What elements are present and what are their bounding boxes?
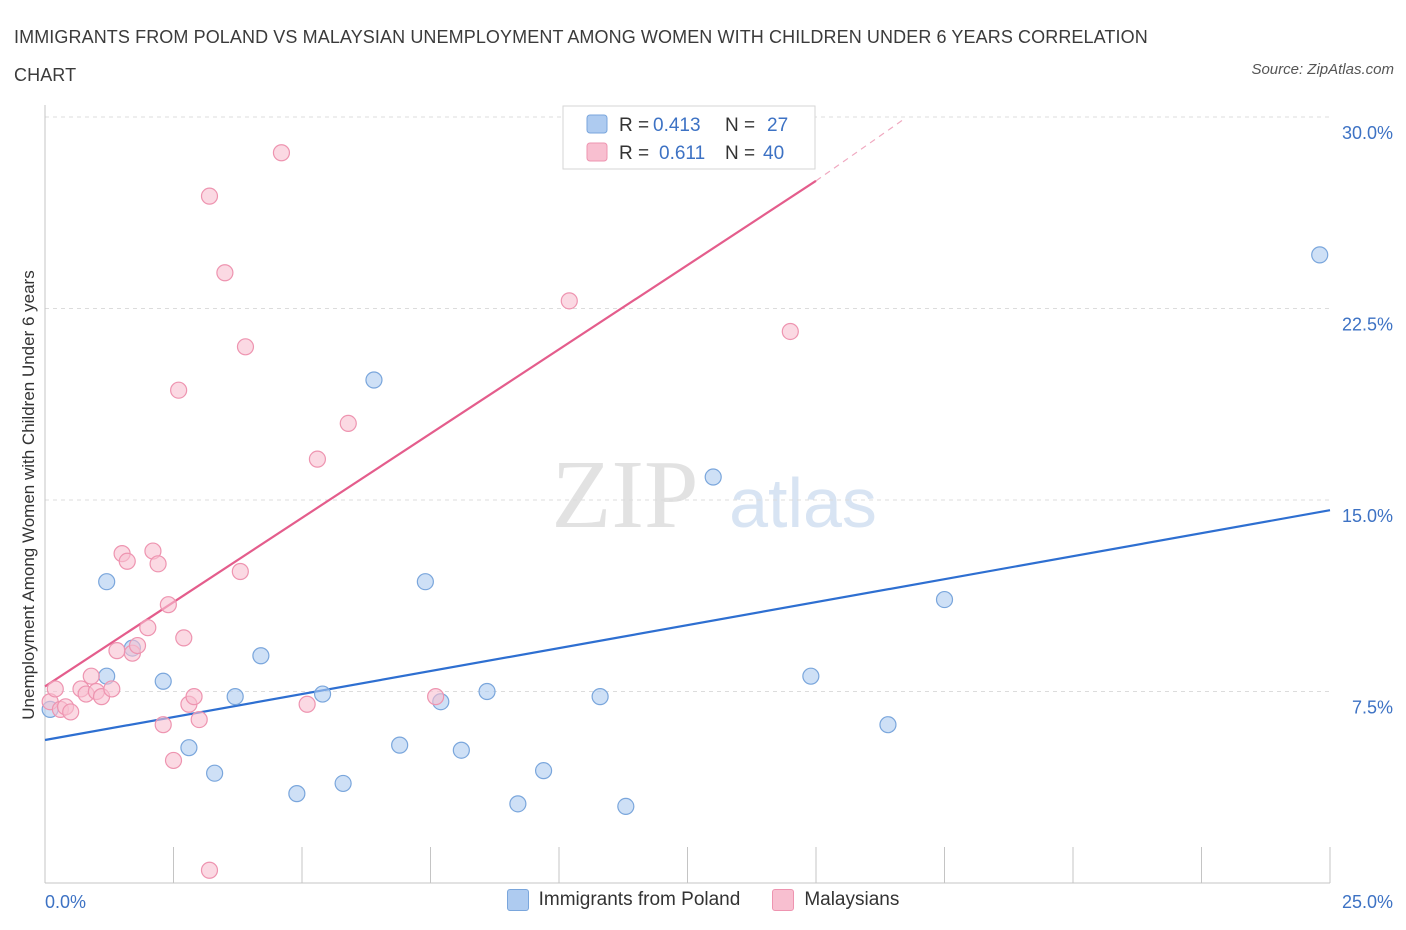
legend-n-label: N =: [725, 143, 755, 164]
point-malaysians: [103, 680, 121, 698]
data-points: [41, 116, 1329, 879]
legend-n-label: N =: [725, 115, 755, 136]
trend-line-malaysians: [44, 179, 817, 688]
point-malaysians: [200, 861, 219, 879]
point-poland: [935, 590, 954, 609]
watermark-atlas: atlas: [729, 464, 877, 542]
point-poland: [617, 797, 635, 816]
point-malaysians: [62, 703, 80, 721]
point-malaysians: [308, 450, 327, 468]
point-poland: [334, 774, 352, 793]
point-poland: [226, 688, 244, 706]
point-poland: [509, 795, 527, 813]
x-tick-labels: 0.0% 25.0%: [45, 892, 1393, 912]
point-malaysians: [170, 381, 188, 399]
point-malaysians: [46, 680, 64, 698]
legend-r-value: 0.413: [653, 115, 701, 136]
legend-r-label: R =: [619, 115, 649, 136]
point-malaysians: [159, 596, 177, 614]
point-poland: [313, 685, 332, 703]
legend-swatch-pink: [586, 142, 608, 162]
legend-label: Immigrants from Poland: [538, 889, 741, 910]
axes: [44, 105, 1331, 884]
point-malaysians: [149, 555, 167, 573]
point-poland: [452, 741, 470, 759]
legend-box: R = 0.413 N = 27 R = 0.611 N = 40: [562, 105, 816, 170]
point-poland: [206, 764, 224, 782]
point-malaysians: [298, 695, 316, 713]
point-malaysians: [118, 552, 136, 570]
point-malaysians: [236, 338, 255, 356]
point-malaysians: [231, 562, 249, 581]
point-poland: [154, 672, 172, 690]
point-malaysians: [427, 688, 445, 706]
legend-label: Malaysians: [804, 889, 900, 910]
x-tick-label: 0.0%: [45, 892, 86, 912]
y-tick-label: 30.0%: [1342, 123, 1393, 143]
point-poland: [1311, 246, 1329, 264]
point-poland: [802, 667, 820, 685]
legend-item-malaysians: Malaysians: [772, 889, 899, 911]
point-malaysians: [560, 292, 578, 310]
point-malaysians: [175, 629, 193, 647]
point-malaysians: [781, 322, 799, 341]
x-tick-label: 25.0%: [1342, 892, 1393, 912]
point-poland: [416, 573, 434, 591]
legend-swatch: [506, 889, 529, 911]
point-poland: [591, 688, 609, 706]
legend-swatch-blue: [586, 114, 608, 134]
point-poland: [879, 716, 897, 734]
point-malaysians: [185, 688, 203, 706]
point-malaysians: [190, 710, 208, 729]
point-poland: [180, 739, 198, 757]
point-poland: [391, 736, 409, 754]
point-malaysians: [339, 414, 357, 432]
legend-n-value: 27: [767, 115, 788, 136]
y-tick-label: 15.0%: [1342, 506, 1393, 526]
chart-title: IMMIGRANTS FROM POLAND VS MALAYSIAN UNEM…: [14, 27, 1148, 85]
source-credit: Source: ZipAtlas.com: [1251, 61, 1394, 78]
point-poland: [704, 468, 722, 486]
legend-swatch: [772, 889, 795, 911]
y-tick-labels: 7.5% 15.0% 22.5% 30.0%: [1342, 123, 1393, 718]
point-malaysians: [154, 716, 172, 734]
series-legend: Immigrants from Poland Malaysians: [0, 889, 1406, 911]
point-poland: [365, 371, 383, 389]
point-malaysians: [139, 619, 157, 637]
legend-n-value: 40: [763, 143, 784, 164]
point-malaysians: [164, 751, 183, 770]
point-poland: [534, 762, 553, 780]
legend-item-poland: Immigrants from Poland: [506, 889, 741, 911]
point-malaysians: [108, 642, 126, 660]
point-poland: [98, 573, 116, 591]
point-poland: [288, 785, 306, 803]
trend-extension-malaysians: [815, 119, 904, 182]
point-malaysians: [272, 144, 291, 162]
y-tick-label: 7.5%: [1352, 698, 1393, 718]
point-malaysians: [128, 636, 147, 655]
trend-lines: [44, 119, 1331, 742]
watermark-zip: ZIP: [552, 441, 699, 549]
watermark: ZIP atlas: [552, 441, 877, 549]
point-malaysians: [216, 264, 234, 282]
legend-r-label: R =: [619, 143, 649, 164]
trend-line-poland: [44, 509, 1331, 742]
point-malaysians: [82, 667, 100, 685]
legend-r-value: 0.611: [659, 143, 705, 164]
point-poland: [252, 647, 270, 665]
gridlines: [45, 116, 1330, 692]
point-poland: [478, 682, 496, 701]
point-malaysians: [200, 187, 219, 205]
y-tick-label: 22.5%: [1342, 315, 1393, 335]
